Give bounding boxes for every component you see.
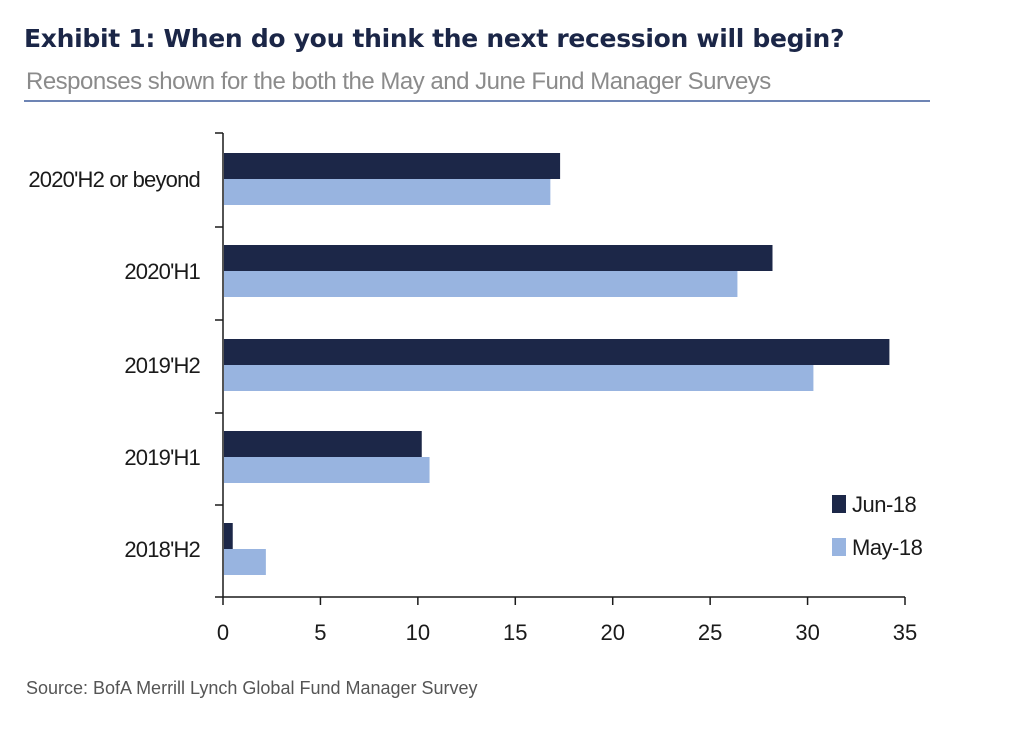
bar-may-18-0 bbox=[224, 179, 551, 205]
legend-label: May-18 bbox=[852, 535, 923, 560]
category-label: 2019'H1 bbox=[124, 445, 200, 470]
x-tick-label: 5 bbox=[314, 620, 326, 645]
bar-may-18-2 bbox=[224, 365, 814, 391]
bar-jun-18-3 bbox=[224, 431, 422, 457]
bar-jun-18-2 bbox=[224, 339, 890, 365]
category-label: 2018'H2 bbox=[124, 537, 200, 562]
bar-may-18-1 bbox=[224, 271, 738, 297]
source-note: Source: BofA Merrill Lynch Global Fund M… bbox=[26, 678, 478, 698]
bar-may-18-4 bbox=[224, 549, 266, 575]
bar-jun-18-4 bbox=[224, 523, 233, 549]
x-tick-label: 30 bbox=[795, 620, 819, 645]
x-tick-label: 15 bbox=[503, 620, 527, 645]
legend-swatch-jun-18 bbox=[832, 495, 846, 513]
legend-label: Jun-18 bbox=[852, 492, 917, 517]
bar-jun-18-0 bbox=[224, 153, 561, 179]
category-label: 2020'H2 or beyond bbox=[28, 167, 200, 192]
category-label: 2020'H1 bbox=[124, 259, 200, 284]
chart-title: Exhibit 1: When do you think the next re… bbox=[24, 24, 845, 53]
bar-may-18-3 bbox=[224, 457, 430, 483]
x-tick-label: 20 bbox=[600, 620, 624, 645]
title-rule bbox=[24, 100, 930, 102]
chart-subtitle: Responses shown for the both the May and… bbox=[26, 68, 771, 95]
x-tick-label: 10 bbox=[406, 620, 430, 645]
category-label: 2019'H2 bbox=[124, 353, 200, 378]
x-tick-label: 25 bbox=[698, 620, 722, 645]
bar-jun-18-1 bbox=[224, 245, 773, 271]
x-tick-label: 0 bbox=[217, 620, 229, 645]
x-tick-label: 35 bbox=[893, 620, 917, 645]
legend-swatch-may-18 bbox=[832, 538, 846, 556]
